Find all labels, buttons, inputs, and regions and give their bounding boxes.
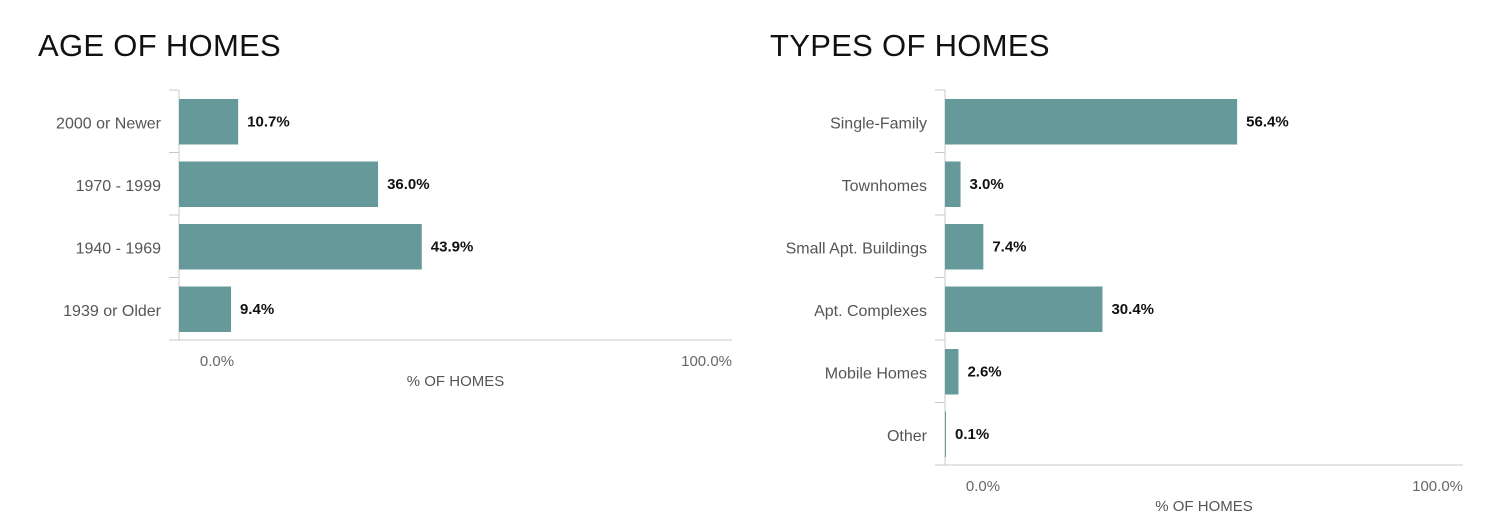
age-category-label-1940-1969: 1940 - 1969	[76, 240, 162, 257]
types-category-label-other: Other	[887, 428, 928, 445]
age-of-homes-title: AGE OF HOMES	[38, 28, 282, 63]
age-value-label-1970-1999: 36.0%	[387, 176, 430, 193]
age-value-label-1939-or-older: 9.4%	[240, 301, 274, 318]
types-x-axis-title: % OF HOMES	[1155, 498, 1253, 515]
types-of-homes-chart: Single-Family 56.4% Townhomes 3.0% Small Apt…	[786, 89, 1463, 515]
age-category-label-1939-or-older: 1939 or Older	[63, 303, 162, 320]
types-bar-small-apt-buildings	[945, 224, 984, 270]
age-bar-1970-1999	[179, 161, 379, 207]
types-category-label-mobile-homes: Mobile Homes	[825, 365, 927, 382]
age-value-label-1940-1969: 43.9%	[431, 238, 474, 255]
age-value-label-2000-or-newer: 10.7%	[247, 113, 290, 130]
age-of-homes-panel: AGE OF HOMES 2000 or Newer 10.7% 1970 - 19…	[38, 28, 732, 390]
types-x-tick-label-max: 100.0%	[1412, 478, 1463, 495]
types-bar-townhomes	[945, 161, 961, 207]
age-bar-2000-or-newer	[179, 99, 239, 145]
types-value-label-townhomes: 3.0%	[970, 176, 1004, 193]
types-value-label-apt-complexes: 30.4%	[1111, 301, 1154, 318]
age-category-label-1970-1999: 1970 - 1999	[76, 178, 162, 195]
types-category-label-apt-complexes: Apt. Complexes	[814, 303, 927, 320]
age-bar-1939-or-older	[179, 286, 231, 332]
age-x-tick-label-max: 100.0%	[681, 353, 732, 370]
types-bar-mobile-homes	[945, 349, 959, 395]
types-bar-other	[945, 411, 946, 457]
types-category-label-townhomes: Townhomes	[842, 178, 927, 195]
types-value-label-small-apt-buildings: 7.4%	[992, 238, 1026, 255]
types-category-label-single-family: Single-Family	[830, 115, 927, 132]
types-category-label-small-apt-buildings: Small Apt. Buildings	[786, 240, 927, 257]
types-bar-single-family	[945, 99, 1238, 145]
types-value-label-mobile-homes: 2.6%	[967, 363, 1001, 380]
types-of-homes-panel: TYPES OF HOMES Single-Family 56.4% Townhom…	[754, 0, 1508, 527]
types-value-label-single-family: 56.4%	[1246, 113, 1289, 130]
types-x-tick-label-min: 0.0%	[966, 478, 1000, 495]
age-category-label-2000-or-newer: 2000 or Newer	[56, 115, 162, 132]
types-bar-apt-complexes	[945, 286, 1103, 332]
age-x-axis-title: % OF HOMES	[407, 373, 505, 390]
types-of-homes-title: TYPES OF HOMES	[770, 28, 1050, 63]
age-bar-1940-1969	[179, 224, 422, 270]
age-x-tick-label-min: 0.0%	[200, 353, 234, 370]
types-value-label-other: 0.1%	[955, 426, 989, 443]
age-of-homes-chart: 2000 or Newer 10.7% 1970 - 1999 36.0% 1940 -…	[56, 89, 732, 390]
